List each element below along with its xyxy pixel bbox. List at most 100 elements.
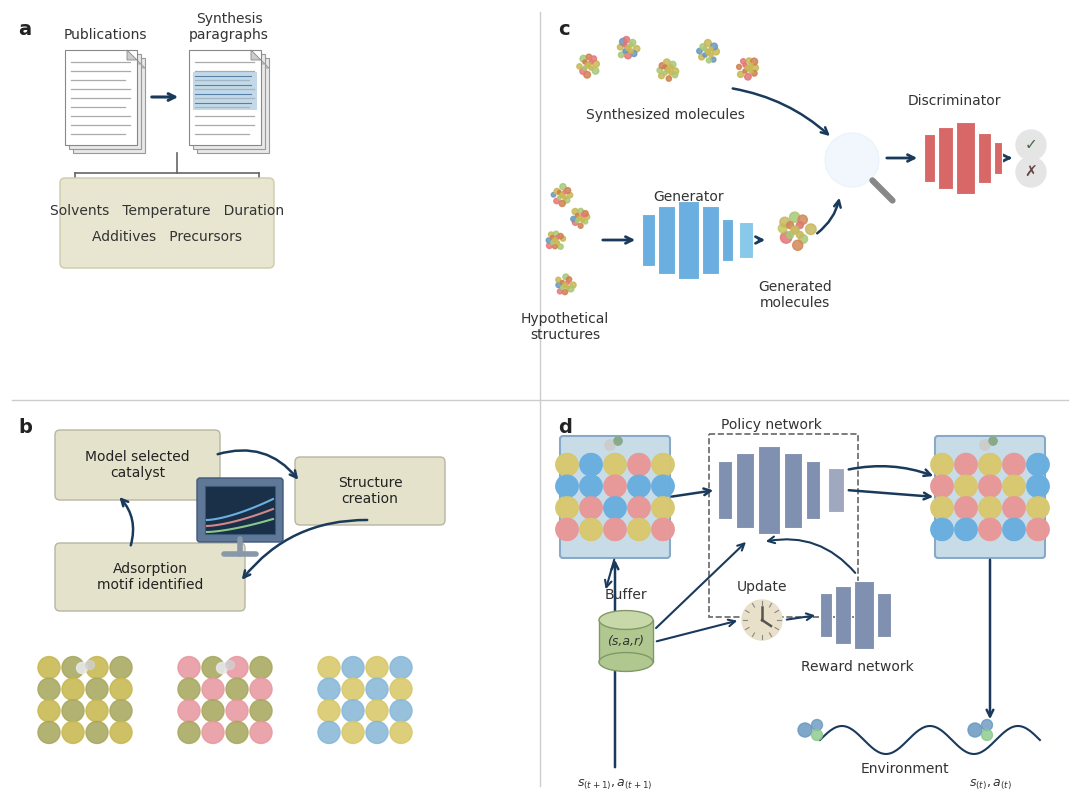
Text: Adsorption
motif identified: Adsorption motif identified bbox=[97, 562, 203, 592]
Circle shape bbox=[619, 52, 624, 57]
Polygon shape bbox=[251, 50, 261, 60]
Circle shape bbox=[629, 49, 633, 53]
Circle shape bbox=[1027, 475, 1049, 497]
Circle shape bbox=[659, 73, 664, 79]
Circle shape bbox=[670, 61, 676, 68]
Circle shape bbox=[623, 43, 627, 47]
Circle shape bbox=[708, 53, 713, 57]
Circle shape bbox=[978, 453, 1001, 476]
Circle shape bbox=[989, 437, 997, 445]
Ellipse shape bbox=[599, 610, 653, 630]
Circle shape bbox=[704, 40, 712, 46]
Circle shape bbox=[789, 212, 799, 223]
Circle shape bbox=[342, 700, 364, 722]
Circle shape bbox=[931, 475, 953, 497]
Circle shape bbox=[711, 43, 717, 50]
Circle shape bbox=[583, 60, 588, 64]
Circle shape bbox=[62, 678, 84, 700]
Text: Generator: Generator bbox=[653, 190, 725, 204]
Bar bbox=[854, 581, 874, 649]
Bar bbox=[784, 452, 802, 527]
Circle shape bbox=[580, 497, 602, 519]
Circle shape bbox=[625, 45, 631, 50]
Circle shape bbox=[604, 475, 626, 497]
Circle shape bbox=[62, 721, 84, 744]
Circle shape bbox=[955, 497, 977, 519]
Circle shape bbox=[556, 453, 578, 476]
Circle shape bbox=[615, 437, 622, 445]
Bar bbox=[978, 133, 991, 183]
Circle shape bbox=[556, 497, 578, 519]
Text: b: b bbox=[18, 418, 32, 437]
Text: $s_{(t)}, a_{(t)}$: $s_{(t)}, a_{(t)}$ bbox=[969, 778, 1011, 792]
FancyBboxPatch shape bbox=[935, 436, 1045, 558]
Circle shape bbox=[811, 729, 823, 741]
Circle shape bbox=[1003, 475, 1025, 497]
Text: Synthesis
paragraphs: Synthesis paragraphs bbox=[189, 12, 269, 42]
Circle shape bbox=[580, 55, 586, 62]
Bar bbox=[835, 586, 851, 644]
Bar bbox=[828, 468, 843, 512]
Polygon shape bbox=[127, 50, 137, 60]
Polygon shape bbox=[259, 58, 269, 68]
Bar bbox=[956, 122, 975, 194]
Circle shape bbox=[551, 241, 554, 244]
Circle shape bbox=[931, 497, 953, 519]
Circle shape bbox=[703, 53, 707, 57]
Circle shape bbox=[631, 51, 637, 57]
Circle shape bbox=[549, 232, 554, 237]
Circle shape bbox=[556, 282, 562, 288]
Bar bbox=[758, 446, 780, 534]
Circle shape bbox=[86, 721, 108, 744]
Circle shape bbox=[592, 68, 598, 74]
Circle shape bbox=[580, 497, 602, 519]
Circle shape bbox=[980, 440, 990, 450]
Circle shape bbox=[742, 600, 782, 640]
Circle shape bbox=[652, 497, 674, 519]
Circle shape bbox=[591, 56, 596, 61]
Circle shape bbox=[342, 721, 364, 744]
Bar bbox=[69, 54, 141, 149]
Circle shape bbox=[561, 281, 564, 284]
Circle shape bbox=[624, 52, 632, 59]
Bar bbox=[702, 206, 719, 274]
Circle shape bbox=[556, 453, 578, 476]
Text: (s,a,r): (s,a,r) bbox=[607, 635, 645, 649]
Circle shape bbox=[741, 59, 746, 64]
Text: Generated
molecules: Generated molecules bbox=[758, 280, 832, 310]
Bar bbox=[739, 222, 753, 258]
Circle shape bbox=[249, 721, 272, 744]
Circle shape bbox=[586, 54, 592, 60]
Circle shape bbox=[1003, 519, 1025, 540]
Bar bbox=[205, 486, 275, 534]
Circle shape bbox=[1027, 519, 1049, 540]
Circle shape bbox=[563, 274, 569, 280]
Bar bbox=[820, 593, 832, 637]
Polygon shape bbox=[135, 58, 145, 68]
Circle shape bbox=[226, 657, 248, 678]
Circle shape bbox=[791, 226, 799, 234]
Circle shape bbox=[559, 193, 564, 197]
Circle shape bbox=[318, 678, 340, 700]
Circle shape bbox=[811, 720, 823, 730]
Text: Reward network: Reward network bbox=[800, 660, 914, 674]
Circle shape bbox=[781, 231, 792, 243]
Circle shape bbox=[978, 497, 1001, 519]
Circle shape bbox=[1027, 453, 1049, 476]
Circle shape bbox=[584, 214, 590, 219]
Circle shape bbox=[86, 657, 108, 678]
Text: Update: Update bbox=[737, 580, 787, 594]
Circle shape bbox=[627, 475, 650, 497]
Circle shape bbox=[578, 208, 583, 213]
Bar bbox=[718, 461, 732, 519]
Circle shape bbox=[652, 453, 674, 476]
Circle shape bbox=[627, 475, 650, 497]
FancyBboxPatch shape bbox=[197, 478, 283, 542]
Circle shape bbox=[672, 73, 678, 77]
Circle shape bbox=[572, 208, 578, 215]
Ellipse shape bbox=[599, 653, 653, 671]
Circle shape bbox=[558, 244, 563, 249]
Circle shape bbox=[978, 453, 1001, 476]
Circle shape bbox=[955, 519, 977, 540]
Circle shape bbox=[110, 657, 132, 678]
